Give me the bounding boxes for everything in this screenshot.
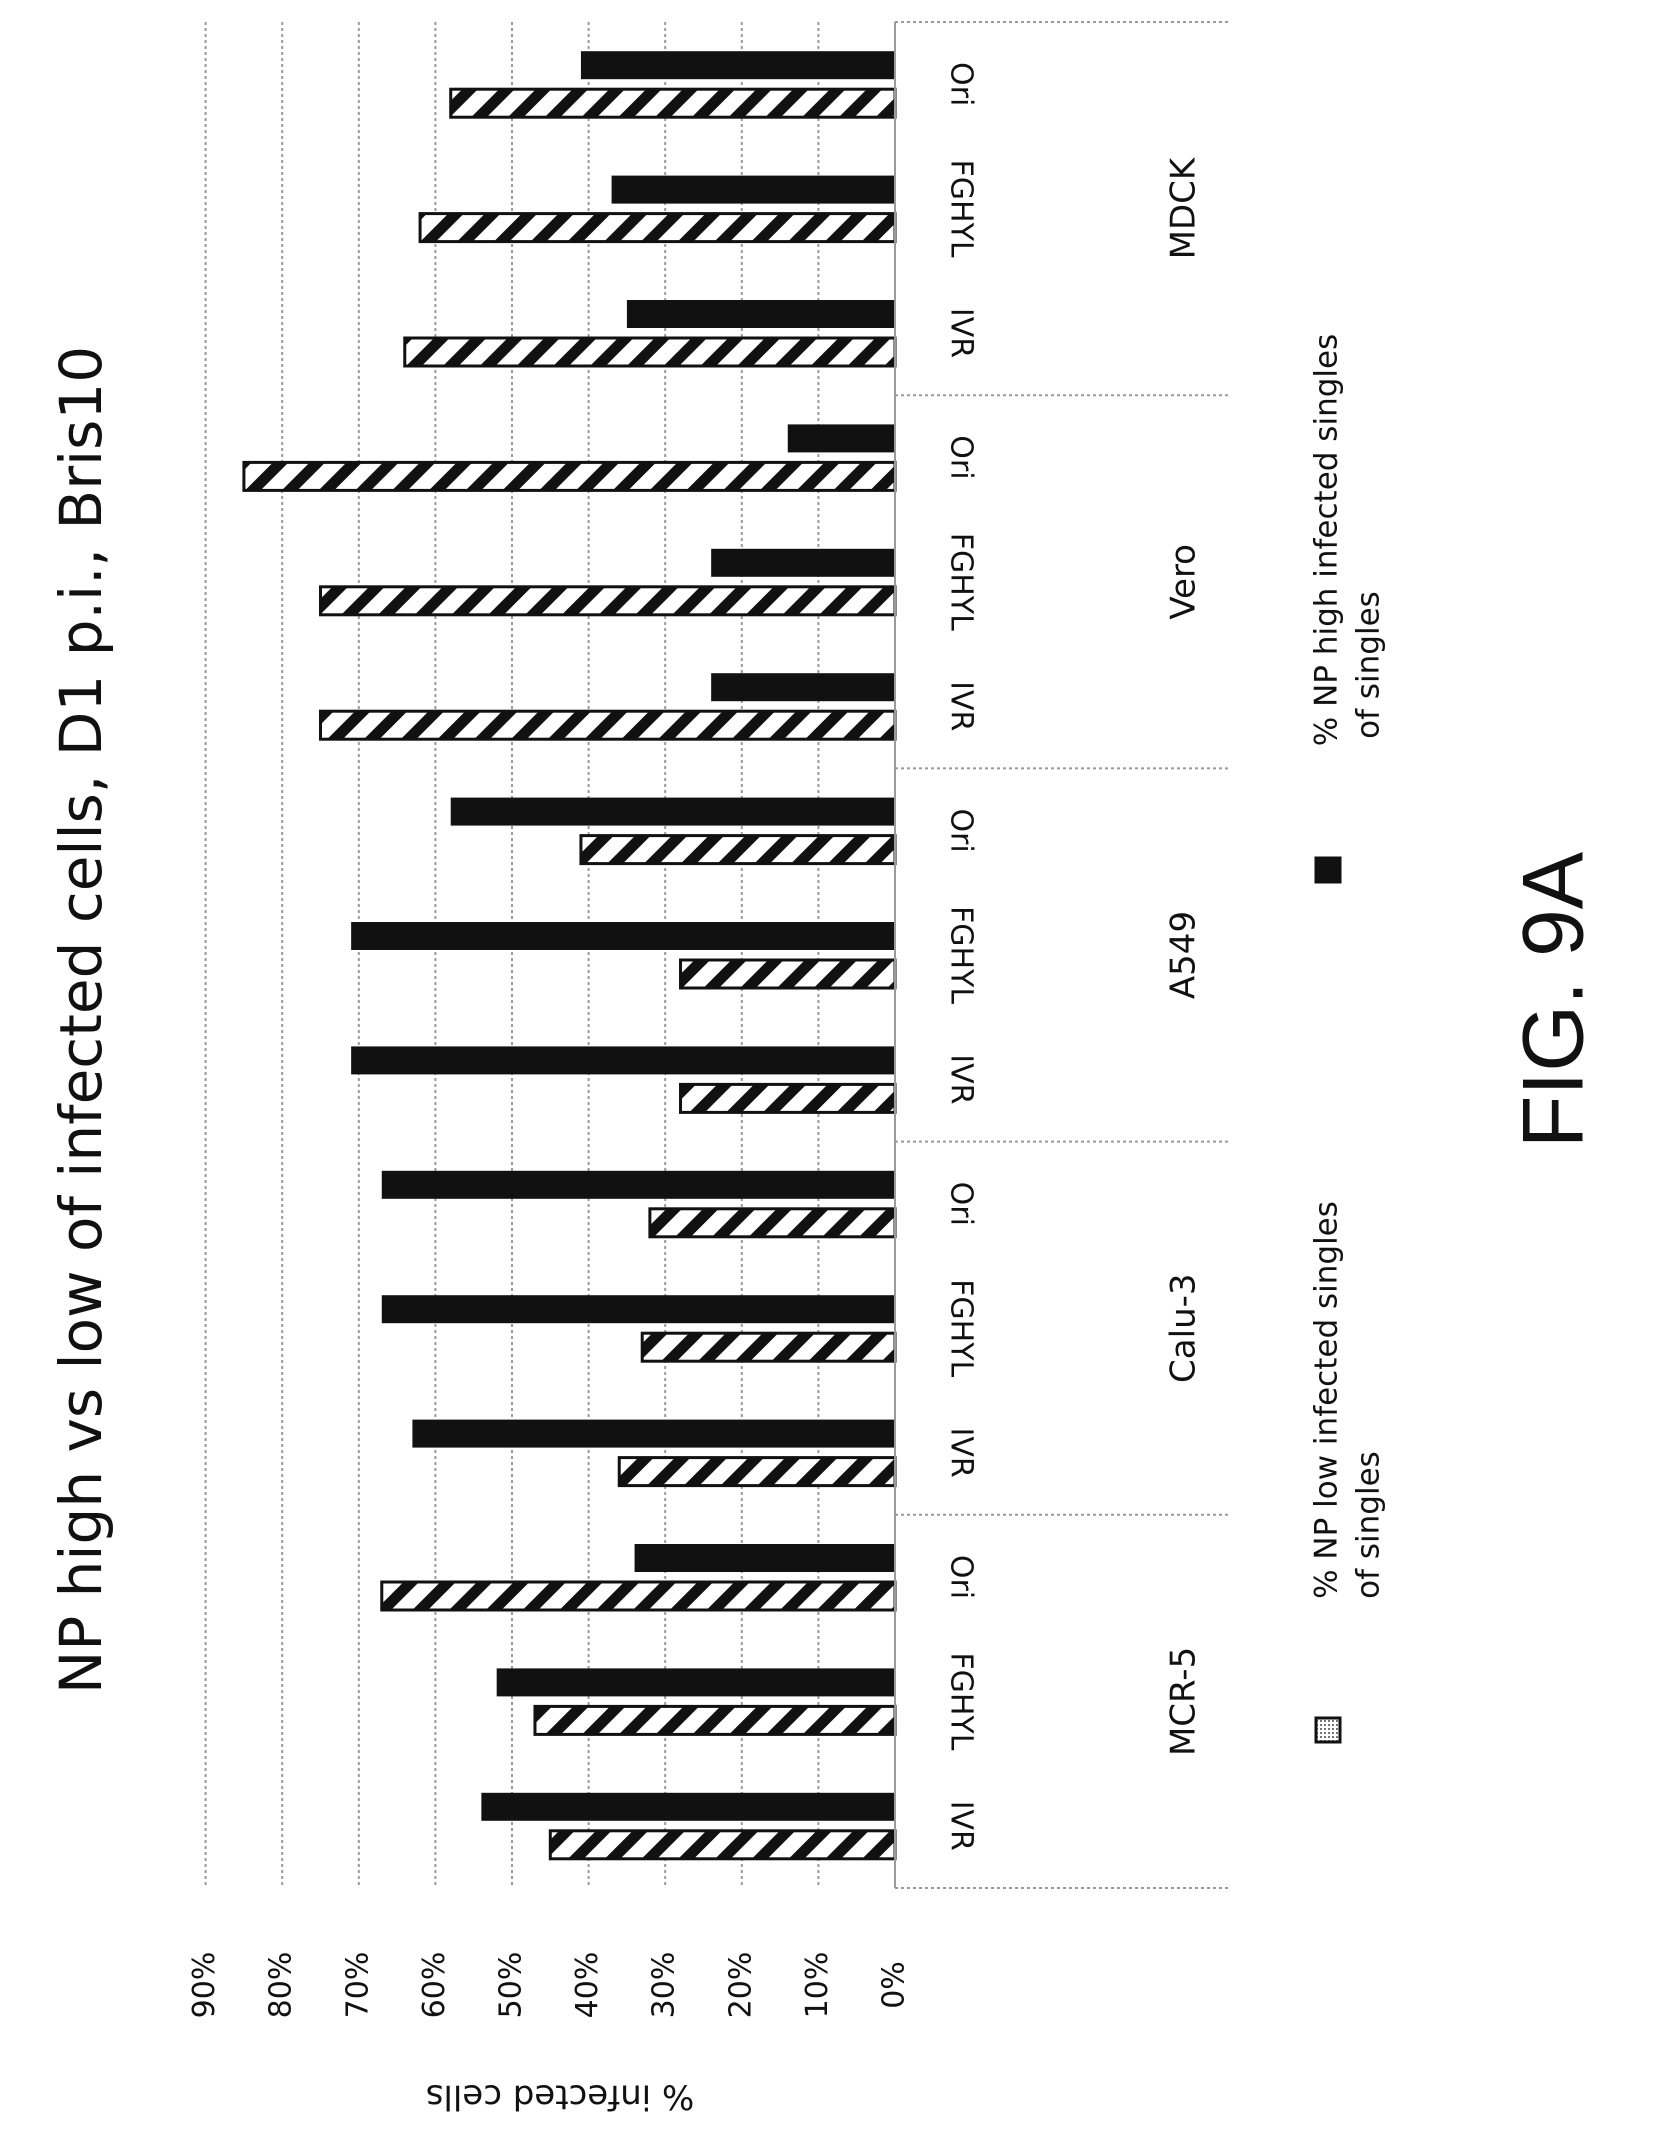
bar-np-low [403, 336, 897, 368]
bar-np-high [626, 300, 895, 328]
bar-np-low [380, 1580, 897, 1612]
category-label: IVR [944, 681, 979, 731]
legend-label-np-high: % NP high infected singles [1309, 334, 1345, 746]
group-label: Vero [1164, 544, 1204, 620]
y-tick-label: 90% [187, 1952, 222, 2019]
bar-np-low [648, 1207, 897, 1239]
category-label: IVR [944, 1801, 979, 1851]
y-tick-label: 60% [417, 1952, 452, 2019]
bar-np-high [381, 1295, 895, 1324]
category-label: FGHYL [944, 160, 979, 258]
bar-np-high [381, 1170, 895, 1199]
legend-label-np-low: of singles [1351, 1451, 1387, 1599]
bar-np-high [634, 1544, 895, 1572]
legend-swatch-np-high [1314, 856, 1342, 884]
category-label: IVR [944, 308, 979, 358]
legend-label-np-low: % NP low infected singles [1309, 1201, 1345, 1599]
category-label: IVR [944, 1427, 979, 1477]
bar-np-low [319, 585, 897, 617]
gridlines [204, 22, 820, 1888]
bar-np-high [481, 1792, 895, 1821]
group-label: A549 [1164, 911, 1204, 999]
bar-np-high [711, 548, 895, 577]
bar-np-high [711, 673, 895, 702]
category-label: Ori [944, 435, 979, 479]
legend-swatch-np-low [1314, 1716, 1342, 1744]
bar-np-high [496, 1668, 895, 1697]
labels: Ori FGHYL IVR MDCK Ori FGHYL IVR Vero Ori FGHYL IV… [47, 62, 1602, 2116]
group-label: MDCK [1164, 156, 1204, 259]
bar-np-low [617, 1456, 897, 1488]
category-label: Ori [944, 62, 979, 106]
y-tick-label: 10% [800, 1952, 835, 2019]
bar-np-low [533, 1704, 897, 1736]
y-tick-label: 80% [264, 1952, 299, 2019]
bar-np-low [418, 212, 897, 244]
category-label: IVR [944, 1054, 979, 1104]
y-tick-label: 0% [877, 1961, 912, 2009]
bar-np-high [580, 51, 895, 80]
axes [894, 21, 1230, 1889]
category-label: Ori [944, 1555, 979, 1599]
bar-np-low [579, 834, 897, 866]
y-tick-label: 50% [494, 1952, 529, 2019]
category-label: FGHYL [944, 1652, 979, 1750]
y-tick-label: 20% [723, 1952, 758, 2019]
y-tick-label: 30% [647, 1952, 682, 2019]
y-tick-label: 70% [340, 1952, 375, 2019]
group-label: Calu-3 [1164, 1273, 1204, 1382]
bars [242, 51, 897, 1861]
category-label: FGHYL [944, 906, 979, 1004]
figure-label: FIG. 9A [1506, 851, 1602, 1148]
bar-np-high [351, 1046, 895, 1075]
category-label: Ori [944, 1182, 979, 1226]
bar-np-low [548, 1829, 897, 1861]
category-label: FGHYL [944, 533, 979, 631]
bar-np-low [679, 1082, 897, 1114]
bar-np-low [640, 1331, 897, 1363]
bar-np-high [351, 922, 895, 950]
bar-np-high [787, 424, 895, 453]
category-label: Ori [944, 808, 979, 852]
category-label: FGHYL [944, 1279, 979, 1377]
group-label: MCR-5 [1164, 1647, 1204, 1756]
bar-np-high [412, 1419, 895, 1448]
y-axis-label: % infected cells [426, 2077, 695, 2117]
bar-np-low [449, 87, 897, 119]
bar-np-low [319, 709, 897, 741]
bar-np-high [611, 175, 895, 204]
bar-np-low [242, 460, 897, 492]
chart-title: NP high vs low of infected cells, D1 p.i… [47, 346, 115, 1694]
y-tick-label: 40% [570, 1952, 605, 2019]
bar-np-low [679, 958, 897, 990]
bar-np-high [450, 797, 895, 826]
legend-label-np-high: of singles [1351, 591, 1387, 739]
